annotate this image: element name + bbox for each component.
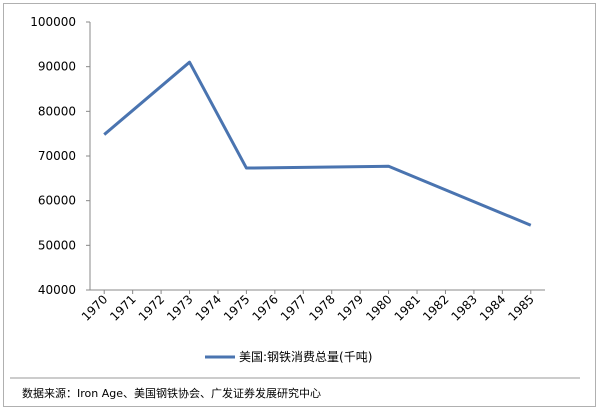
y-tick-label: 70000 (38, 149, 76, 163)
data-line (103, 60, 532, 227)
y-tick-label: 80000 (38, 104, 76, 118)
y-tick-label: 90000 (38, 60, 76, 74)
source-note: 数据来源：Iron Age、美国钢铁协会、广发证券发展研究中心 (22, 386, 321, 400)
legend-label: 美国:钢铁消费总量(千吨) (239, 350, 372, 364)
frame (3, 3, 596, 407)
y-tick-label: 50000 (38, 238, 76, 252)
y-tick-label: 60000 (38, 194, 76, 208)
y-tick-label: 40000 (38, 283, 76, 297)
y-tick-label: 100000 (30, 15, 76, 29)
